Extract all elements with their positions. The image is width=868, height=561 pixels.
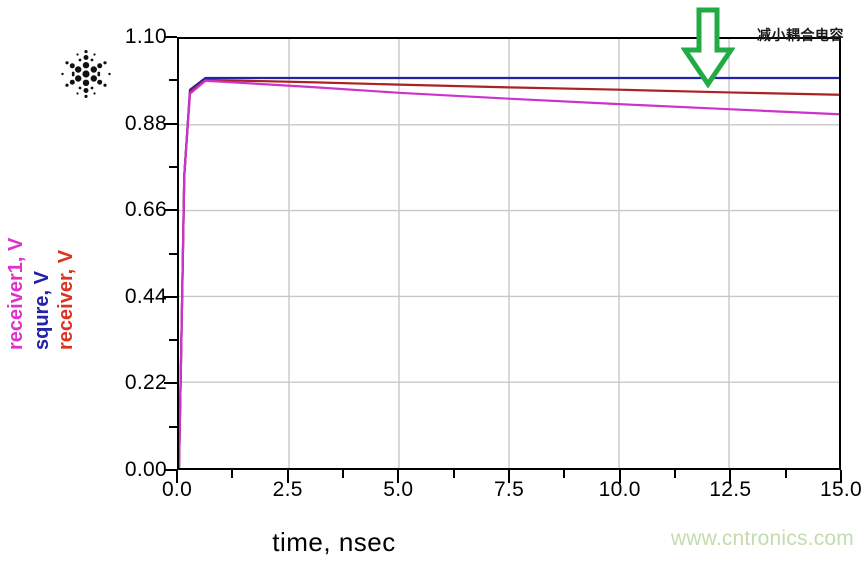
y-axis-tick-labels: 0.00 0.22 0.44 0.66 0.88 1.10 xyxy=(95,25,167,481)
x-tick-major xyxy=(176,470,178,483)
y-tick-label: 0.00 xyxy=(124,458,167,481)
y-tick-label: 0.88 xyxy=(124,111,167,135)
y-tick-minor xyxy=(169,425,177,428)
y-tick-minor xyxy=(169,252,177,255)
y-tick-label: 0.22 xyxy=(124,371,167,395)
x-tick-label: 12.5 xyxy=(709,478,752,501)
x-tick-minor xyxy=(231,470,234,478)
y-tick-minor xyxy=(169,165,177,168)
y-tick-minor xyxy=(169,79,177,82)
x-tick-label: 10.0 xyxy=(598,478,641,501)
legend-label-receiver1: receiver1, V xyxy=(5,237,27,350)
x-axis-tick-marks xyxy=(176,470,842,484)
y-tick-major xyxy=(164,122,177,125)
watermark: www.cntronics.com xyxy=(670,527,854,550)
y-tick-major xyxy=(164,469,177,471)
x-axis-tick-labels: 0.0 2.5 5.0 7.5 10.0 12.5 15.0 xyxy=(162,478,862,508)
x-tick-minor xyxy=(674,470,676,478)
x-tick-major xyxy=(618,470,621,483)
plot-area xyxy=(177,37,841,470)
y-tick-major xyxy=(164,295,177,298)
x-tick-major xyxy=(840,470,842,483)
x-axis-title: time, nsec xyxy=(272,527,396,557)
data-series-layer xyxy=(179,39,839,468)
agilent-starburst-icon xyxy=(58,46,114,102)
y-tick-minor xyxy=(169,339,177,342)
x-tick-label: 2.5 xyxy=(272,478,303,501)
x-tick-major xyxy=(508,470,510,483)
x-tick-label: 7.5 xyxy=(493,478,525,501)
legend-label-receiver: receiver, V xyxy=(55,249,77,350)
grid-lines xyxy=(179,39,839,468)
y-tick-major xyxy=(164,36,177,38)
x-tick-label: 0.0 xyxy=(161,478,193,501)
arrow-down-icon xyxy=(681,7,736,89)
y-tick-major xyxy=(164,209,177,212)
x-tick-major xyxy=(397,470,400,483)
legend-label-squre: squre, V xyxy=(31,271,53,350)
annotation-label: 减小耦合电容 xyxy=(757,27,844,43)
y-axis-tick-marks xyxy=(163,36,177,471)
x-tick-minor xyxy=(784,470,787,478)
x-tick-minor xyxy=(342,470,344,478)
x-tick-major xyxy=(286,470,289,483)
y-tick-major xyxy=(164,382,177,385)
x-tick-label: 15.0 xyxy=(819,478,863,501)
x-tick-minor xyxy=(563,470,566,478)
y-tick-label: 0.44 xyxy=(124,284,167,308)
y-tick-label: 0.66 xyxy=(124,198,167,222)
y-tick-label: 1.10 xyxy=(124,25,167,48)
x-tick-major xyxy=(729,470,732,483)
y-axis-legend-labels: receiver1, V squre, V receiver, V xyxy=(5,160,98,350)
x-tick-minor xyxy=(452,470,455,478)
x-tick-label: 5.0 xyxy=(383,478,414,501)
